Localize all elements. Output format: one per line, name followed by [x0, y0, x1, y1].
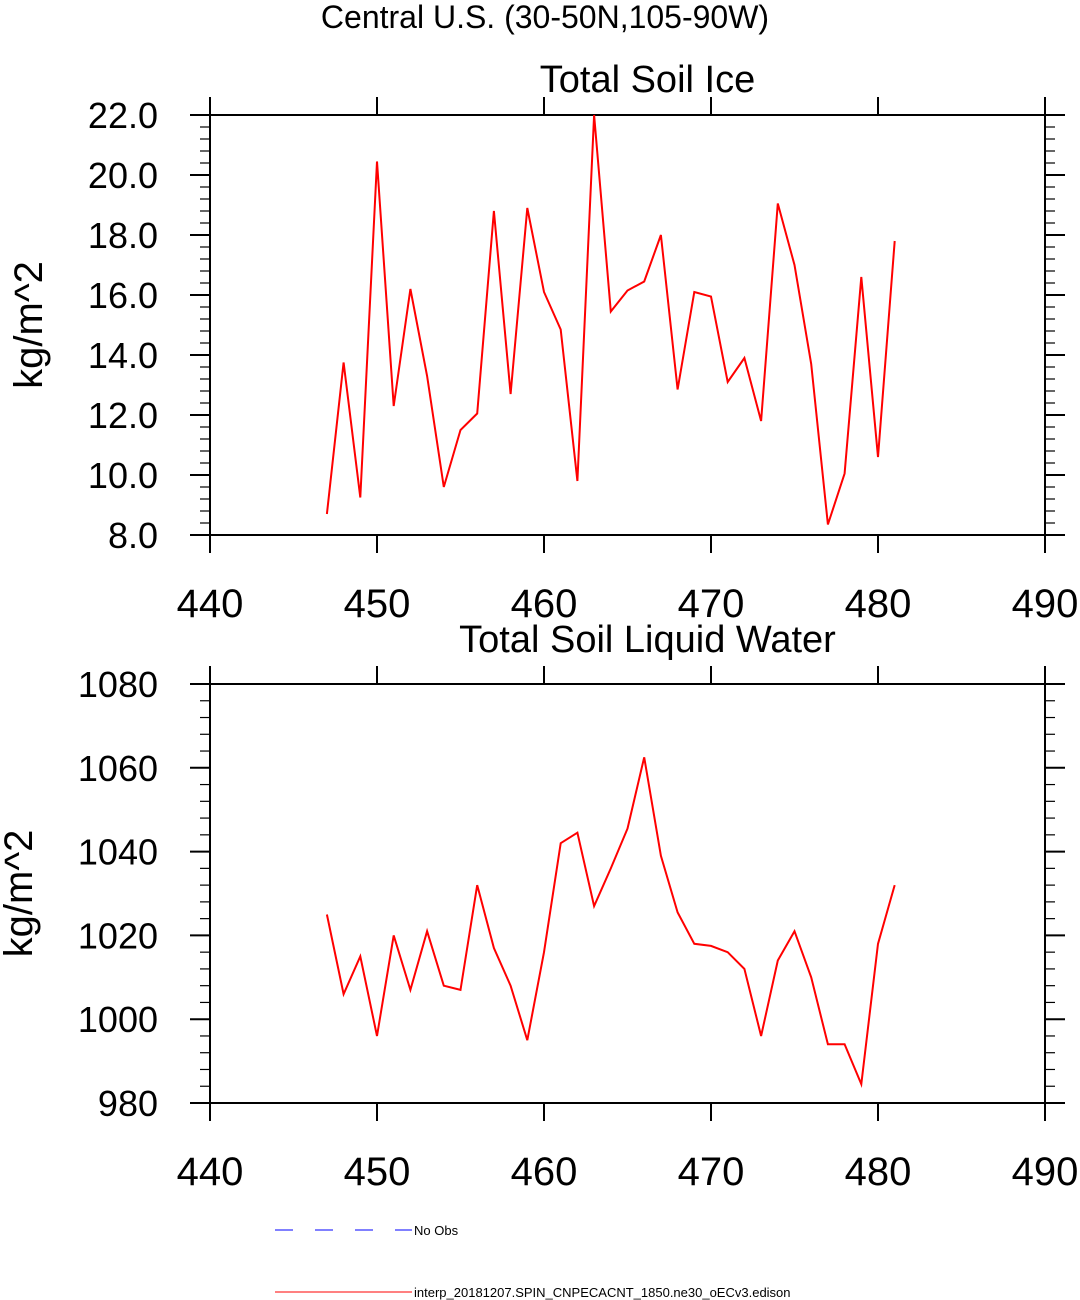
y-tick-label: 1080: [78, 664, 158, 705]
plot-frame: [209, 683, 1046, 1104]
legend-label: interp_20181207.SPIN_CNPECACNT_1850.ne30…: [414, 1285, 791, 1300]
x-tick-label: 450: [344, 582, 411, 626]
chart-1: Total Soil Ice kg/m^2 440 450 460 470 480 490 8.…: [7, 59, 1078, 626]
y-tick-label: 1060: [78, 748, 158, 789]
chart-title: Total Soil Ice: [540, 59, 755, 101]
y-tick-label: 14.0: [88, 335, 158, 376]
x-tick-label: 480: [845, 582, 912, 626]
y-tick-label: 22.0: [88, 95, 158, 136]
x-tick-label: 480: [845, 1150, 912, 1194]
x-tick-label: 440: [177, 1150, 244, 1194]
y-tick-label: 1000: [78, 999, 158, 1040]
x-tick-label: 470: [678, 1150, 745, 1194]
y-axis-label: kg/m^2: [0, 830, 41, 958]
y-tick-label: 1020: [78, 915, 158, 956]
x-tick-label: 450: [344, 1150, 411, 1194]
plots: Total Soil Ice kg/m^2 440 450 460 470 480 490 8.…: [0, 59, 1078, 1194]
y-tick-label: 12.0: [88, 395, 158, 436]
y-axis-label: kg/m^2: [7, 261, 51, 389]
x-tick-label: 460: [511, 582, 578, 626]
legend-label: No Obs: [414, 1223, 459, 1238]
x-tick-label: 460: [511, 1150, 578, 1194]
y-tick-label: 20.0: [88, 155, 158, 196]
y-tick-label: 16.0: [88, 275, 158, 316]
series-line: [325, 114, 896, 525]
chart-2: Total Soil Liquid Water kg/m^2 440 450 460 47…: [0, 619, 1078, 1194]
series-line: [325, 757, 896, 1088]
y-tick-label: 8.0: [108, 515, 158, 556]
y-tick-label: 10.0: [88, 455, 158, 496]
legend: No Obs interp_20181207.SPIN_CNPECACNT_185…: [275, 1223, 791, 1300]
plot-frame: [209, 114, 1046, 536]
chart-title: Total Soil Liquid Water: [459, 619, 836, 661]
x-tick-label: 490: [1012, 582, 1079, 626]
x-tick-label: 470: [678, 582, 745, 626]
x-tick-label: 440: [177, 582, 244, 626]
main-title: Central U.S. (30-50N,105-90W): [321, 0, 769, 35]
x-tick-label: 490: [1012, 1150, 1079, 1194]
y-tick-label: 980: [98, 1083, 158, 1124]
y-tick-label: 1040: [78, 832, 158, 873]
y-tick-label: 18.0: [88, 215, 158, 256]
